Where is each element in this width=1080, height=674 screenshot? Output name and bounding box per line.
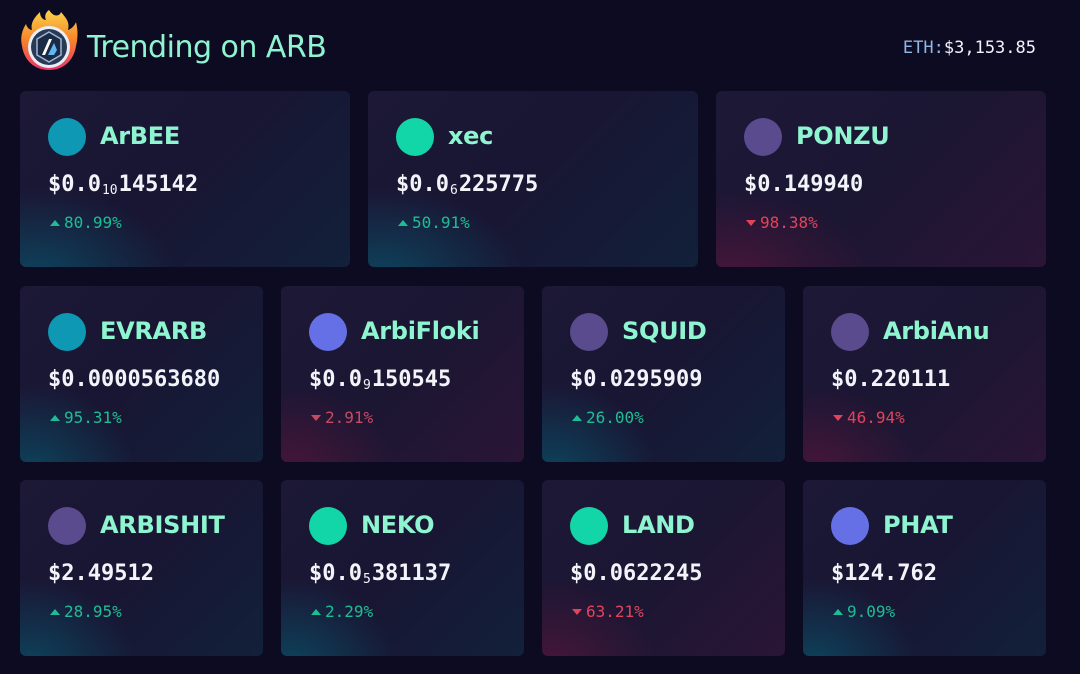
arrow-down-icon	[311, 415, 321, 421]
token-card[interactable]: ArbiAnu $0.220111 46.94%	[803, 286, 1046, 462]
token-icon	[48, 118, 86, 156]
price-change: 2.91%	[311, 408, 373, 428]
arrow-down-icon	[833, 415, 843, 421]
eth-label: ETH:	[902, 38, 944, 58]
token-name: PHAT	[883, 511, 953, 539]
token-icon	[48, 507, 86, 545]
token-name: NEKO	[361, 511, 435, 539]
token-name: EVRARB	[100, 317, 207, 345]
token-card[interactable]: EVRARB $0.0000563680 95.31%	[20, 286, 263, 462]
price-change: 46.94%	[833, 408, 905, 428]
price-change: 50.91%	[398, 213, 470, 233]
token-icon	[309, 507, 347, 545]
token-card[interactable]: LAND $0.0622245 63.21%	[542, 480, 785, 656]
arrow-up-icon	[50, 415, 60, 421]
token-price: $0.09150545	[309, 367, 452, 393]
price-change: 2.29%	[311, 602, 373, 622]
price-change: 28.95%	[50, 602, 122, 622]
token-card[interactable]: xec $0.06225775 50.91%	[368, 91, 698, 267]
arbitrum-flame-logo-icon[interactable]	[20, 8, 78, 74]
token-card[interactable]: NEKO $0.05381137 2.29%	[281, 480, 524, 656]
token-name: ArBEE	[100, 122, 180, 150]
header: Trending on ARB ETH:$3,153.85	[0, 0, 1080, 90]
token-price: $0.0295909	[570, 367, 703, 392]
arrow-up-icon	[398, 220, 408, 226]
token-icon	[570, 313, 608, 351]
token-icon	[309, 313, 347, 351]
token-name: SQUID	[622, 317, 707, 345]
token-icon	[744, 118, 782, 156]
token-price: $124.762	[831, 561, 937, 586]
price-change: 95.31%	[50, 408, 122, 428]
token-card[interactable]: PHAT $124.762 9.09%	[803, 480, 1046, 656]
token-name: PONZU	[796, 122, 890, 150]
token-icon	[48, 313, 86, 351]
token-card[interactable]: SQUID $0.0295909 26.00%	[542, 286, 785, 462]
arrow-up-icon	[311, 609, 321, 615]
token-card[interactable]: ArbiFloki $0.09150545 2.91%	[281, 286, 524, 462]
eth-price: ETH:$3,153.85	[903, 37, 1036, 59]
token-card[interactable]: ARBISHIT $2.49512 28.95%	[20, 480, 263, 656]
token-card[interactable]: PONZU $0.149940 98.38%	[716, 91, 1046, 267]
token-icon	[831, 507, 869, 545]
token-price: $0.05381137	[309, 561, 452, 587]
token-price: $0.220111	[831, 367, 951, 392]
token-price: $0.0622245	[570, 561, 703, 586]
arrow-up-icon	[50, 220, 60, 226]
token-icon	[570, 507, 608, 545]
arrow-up-icon	[50, 609, 60, 615]
token-card[interactable]: ArBEE $0.010145142 80.99%	[20, 91, 350, 267]
token-price: $0.010145142	[48, 172, 199, 198]
price-change: 26.00%	[572, 408, 644, 428]
arrow-down-icon	[746, 220, 756, 226]
eth-value: $3,153.85	[943, 38, 1036, 58]
token-price: $0.0000563680	[48, 367, 221, 392]
token-name: ArbiFloki	[361, 317, 480, 345]
token-price: $0.06225775	[396, 172, 539, 198]
token-name: LAND	[622, 511, 695, 539]
price-change: 80.99%	[50, 213, 122, 233]
token-price: $0.149940	[744, 172, 864, 197]
arrow-down-icon	[572, 609, 582, 615]
price-change: 98.38%	[746, 213, 818, 233]
token-name: xec	[448, 122, 494, 150]
token-icon	[396, 118, 434, 156]
token-name: ARBISHIT	[100, 511, 225, 539]
token-icon	[831, 313, 869, 351]
arrow-up-icon	[572, 415, 582, 421]
arrow-up-icon	[833, 609, 843, 615]
token-price: $2.49512	[48, 561, 154, 586]
token-name: ArbiAnu	[883, 317, 990, 345]
price-change: 9.09%	[833, 602, 895, 622]
page-title: Trending on ARB	[87, 30, 327, 65]
price-change: 63.21%	[572, 602, 644, 622]
